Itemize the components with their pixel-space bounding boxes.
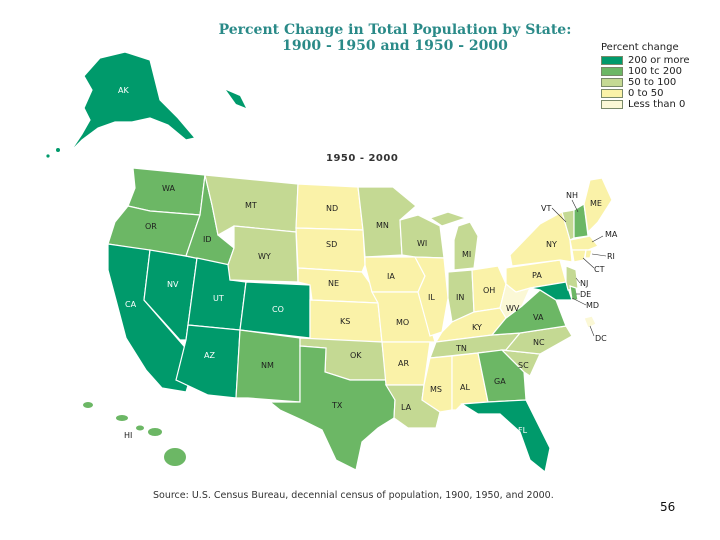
legend: Percent change 200 or more 100 tc 200 50…	[601, 42, 690, 110]
state-DE	[569, 285, 579, 301]
legend-item: Less than 0	[601, 99, 690, 110]
label-ME: ME	[590, 199, 602, 208]
label-OK: OK	[350, 351, 362, 360]
state-AK-island	[56, 148, 60, 152]
label-MT: MT	[245, 201, 257, 210]
label-TN: TN	[455, 344, 467, 353]
label-GA: GA	[494, 377, 506, 386]
map-title-line1: Percent Change in Total Population by St…	[218, 22, 572, 38]
label-FL: FL	[518, 426, 528, 435]
label-NH: NH	[566, 191, 578, 200]
legend-label: 200 or more	[628, 55, 690, 66]
label-MN: MN	[376, 221, 389, 230]
legend-item: 100 tc 200	[601, 66, 690, 77]
label-HI: HI	[124, 431, 132, 440]
label-AK: AK	[118, 86, 129, 95]
label-ID: ID	[203, 235, 212, 244]
label-AL: AL	[460, 383, 470, 392]
label-IA: IA	[387, 272, 395, 281]
map-subtitle: 1950 - 2000	[326, 153, 399, 164]
label-VT: VT	[541, 204, 551, 213]
state-DC	[583, 315, 597, 329]
label-RI: RI	[607, 252, 615, 261]
state-NM	[235, 329, 301, 403]
label-TX: TX	[331, 401, 343, 410]
label-DE: DE	[580, 290, 591, 299]
label-PA: PA	[532, 271, 542, 280]
label-LA: LA	[401, 403, 412, 412]
state-SD	[295, 227, 366, 273]
source-note: Source: U.S. Census Bureau, decennial ce…	[153, 490, 554, 501]
state-CT	[571, 249, 587, 263]
label-SC: SC	[518, 361, 529, 370]
state-AK-island	[46, 154, 50, 158]
legend-swatch	[601, 78, 623, 87]
label-KY: KY	[472, 323, 482, 332]
legend-item: 50 to 100	[601, 77, 690, 88]
label-NC: NC	[533, 338, 545, 347]
label-WY: WY	[258, 252, 271, 261]
label-CA: CA	[125, 300, 137, 309]
label-CT: CT	[594, 265, 605, 274]
label-NM: NM	[261, 361, 274, 370]
label-OH: OH	[483, 286, 495, 295]
page-number: 56	[660, 500, 676, 514]
label-OR: OR	[145, 222, 157, 231]
legend-label: 0 to 50	[628, 88, 664, 99]
state-IL	[413, 256, 449, 337]
state-MI	[428, 211, 479, 271]
label-NE: NE	[328, 279, 339, 288]
state-NY	[509, 211, 573, 267]
legend-label: 50 to 100	[628, 77, 677, 88]
state-TX	[268, 345, 396, 471]
legend-swatch	[601, 67, 623, 76]
legend-title: Percent change	[601, 42, 679, 53]
legend-swatch	[601, 89, 623, 98]
state-AK	[69, 51, 197, 153]
label-MS: MS	[430, 385, 442, 394]
label-ND: ND	[326, 204, 338, 213]
label-WI: WI	[417, 239, 427, 248]
label-SD: SD	[326, 240, 337, 249]
state-IA	[364, 256, 426, 293]
label-DC: DC	[595, 334, 607, 343]
label-NJ: NJ	[580, 279, 588, 288]
state-GA	[477, 349, 527, 403]
state-HI	[83, 402, 186, 466]
label-AZ: AZ	[204, 351, 215, 360]
label-MD: MD	[586, 301, 599, 310]
label-CO: CO	[272, 305, 284, 314]
label-IN: IN	[456, 293, 464, 302]
legend-swatch	[601, 56, 623, 65]
map-title-line2: 1900 - 1950 and 1950 - 2000	[282, 38, 508, 54]
legend-swatch	[601, 100, 623, 109]
legend-item: 200 or more	[601, 55, 690, 66]
label-NV: NV	[167, 280, 179, 289]
label-MI: MI	[462, 250, 471, 259]
legend-item: 0 to 50	[601, 88, 690, 99]
label-KS: KS	[340, 317, 350, 326]
state-FL	[460, 399, 551, 474]
leader-lines	[551, 199, 607, 337]
label-NY: NY	[546, 240, 557, 249]
label-MA: MA	[605, 230, 618, 239]
legend-label: 100 tc 200	[628, 66, 682, 77]
label-WV: WV	[506, 304, 520, 313]
state-ME	[583, 177, 613, 234]
label-VA: VA	[533, 313, 544, 322]
label-UT: UT	[213, 294, 224, 303]
label-AR: AR	[398, 359, 409, 368]
state-MA	[569, 235, 599, 251]
state-MD	[529, 281, 573, 301]
label-MO: MO	[396, 318, 409, 327]
state-AK-islands	[226, 90, 246, 108]
state-VA	[490, 289, 567, 336]
legend-label: Less than 0	[628, 99, 686, 110]
label-IL: IL	[428, 293, 435, 302]
label-WA: WA	[162, 184, 175, 193]
state-RI	[584, 249, 593, 259]
